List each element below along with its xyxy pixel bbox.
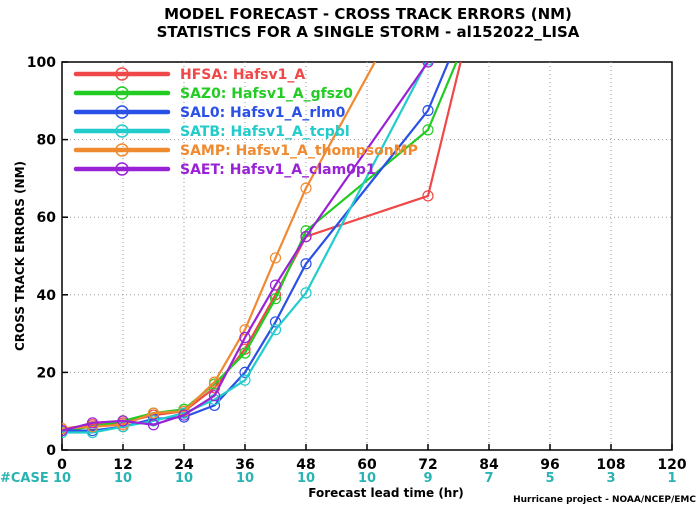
y-tick-label: 20: [37, 365, 57, 381]
case-count: 10: [358, 471, 376, 486]
legend-label: SATB: Hafsv1_A_tcpbl: [180, 124, 350, 140]
case-count: 10: [236, 471, 254, 486]
case-counts: 10 10 10 10 10 10 9 7 5 3 1: [53, 471, 677, 486]
legend-item: SAET: Hafsv1_A_clam0p1: [73, 162, 376, 178]
legend-item: SATB: Hafsv1_A_tcpbl: [73, 124, 350, 140]
chart-title: MODEL FORECAST - CROSS TRACK ERRORS (NM): [164, 5, 572, 23]
y-tick-label: 0: [46, 443, 56, 459]
data-point: [178, 409, 190, 421]
y-tick-label: 60: [37, 210, 57, 226]
data-point: [147, 419, 160, 431]
y-tick-label: 100: [27, 55, 56, 71]
data-point: [269, 324, 282, 336]
credit-text: Hurricane project - NOAA/NCEP/EMC: [513, 495, 696, 505]
case-count: 10: [53, 471, 71, 486]
series-line: [62, 62, 429, 432]
series-samp: [62, 62, 377, 435]
x-tick-label: 72: [418, 457, 437, 473]
x-tick-label: 84: [479, 457, 499, 473]
legend-label: SAL0: Hafsv1_A_rlm0: [180, 105, 346, 121]
series-saet: [62, 62, 434, 437]
data-point: [208, 376, 221, 388]
legend-marker: [115, 124, 129, 138]
case-count: 10: [175, 471, 193, 486]
x-axis-ticks: 0 12 24 36 48 60 72 84 96 108 120: [57, 444, 687, 473]
series-layer: [62, 62, 462, 439]
y-axis-ticks: 0 20 40 60 80 100: [27, 55, 68, 459]
grid-lines: [62, 62, 672, 450]
data-point: [300, 258, 312, 270]
legend-marker: [115, 86, 129, 100]
data-point: [117, 419, 129, 431]
data-point: [147, 407, 160, 419]
case-count: 1: [667, 471, 676, 486]
case-count: 9: [423, 471, 432, 486]
legend-label: HFSA: Hafsv1_A: [180, 67, 305, 83]
data-point: [117, 415, 129, 427]
data-point: [239, 374, 251, 386]
x-tick-label: 48: [296, 457, 315, 473]
data-point: [208, 390, 221, 402]
data-point: [300, 182, 312, 194]
case-count: 7: [484, 471, 493, 486]
x-tick-label: 0: [57, 457, 67, 473]
data-point: [300, 287, 312, 299]
data-point: [422, 62, 434, 68]
plot-frame: [61, 61, 673, 451]
x-tick-label: 60: [357, 457, 377, 473]
legend-label: SAZ0: Hafsv1_A_gfsz0: [180, 86, 353, 102]
data-point: [239, 331, 251, 344]
legend: HFSA: Hafsv1_A SAZ0: Hafsv1_A_gfsz0 SAL0: …: [73, 67, 418, 178]
data-point: [422, 104, 434, 117]
x-tick-label: 120: [657, 457, 686, 473]
data-point: [86, 417, 99, 429]
data-point: [422, 62, 434, 66]
data-point: [62, 425, 68, 437]
data-point: [422, 190, 434, 202]
x-tick-label: 36: [235, 457, 254, 473]
x-axis-label: Forecast lead time (hr): [308, 486, 464, 500]
case-count: 5: [545, 471, 554, 486]
legend-marker: [115, 67, 129, 81]
data-point: [269, 279, 282, 291]
legend-marker: [115, 105, 129, 119]
data-point: [422, 124, 434, 136]
data-point: [269, 293, 282, 305]
data-point: [147, 415, 160, 427]
x-tick-label: 12: [113, 457, 132, 473]
legend-item: SAL0: Hafsv1_A_rlm0: [73, 105, 346, 121]
case-label: #CASE: [0, 471, 49, 486]
x-tick-label: 24: [174, 457, 194, 473]
legend-item: SAZ0: Hafsv1_A_gfsz0: [73, 86, 353, 102]
legend-marker: [115, 143, 129, 157]
data-point: [239, 347, 251, 359]
legend-marker: [115, 162, 129, 176]
data-point: [269, 252, 282, 264]
series-line: [62, 62, 458, 432]
y-tick-label: 80: [37, 133, 57, 149]
legend-label: SAET: Hafsv1_A_clam0p1: [180, 162, 376, 178]
legend-label: SAMP: Hafsv1_A_thompsonMP: [180, 143, 418, 159]
series-line: [62, 62, 377, 430]
x-tick-label: 96: [540, 457, 559, 473]
case-count: 10: [114, 471, 132, 486]
case-count: 10: [297, 471, 315, 486]
legend-item: HFSA: Hafsv1_A: [73, 67, 305, 83]
data-point: [300, 231, 312, 243]
legend-item: SAMP: Hafsv1_A_thompsonMP: [73, 143, 418, 159]
y-axis-label: CROSS TRACK ERRORS (NM): [13, 161, 27, 351]
y-tick-label: 40: [37, 288, 57, 304]
case-count: 3: [606, 471, 615, 486]
x-tick-label: 108: [596, 457, 625, 473]
chart-subtitle: STATISTICS FOR A SINGLE STORM - al152022…: [157, 23, 580, 41]
